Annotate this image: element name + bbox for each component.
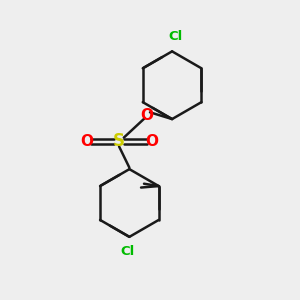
Text: S: S <box>113 132 125 150</box>
Text: O: O <box>80 134 93 149</box>
Text: Cl: Cl <box>168 30 182 43</box>
Text: O: O <box>141 108 154 123</box>
Text: O: O <box>145 134 158 149</box>
Text: Cl: Cl <box>121 245 135 258</box>
